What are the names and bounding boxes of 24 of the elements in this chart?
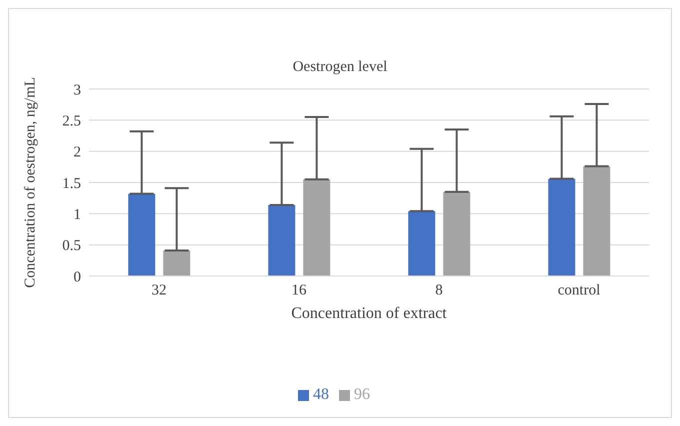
legend-label: 48 xyxy=(313,386,329,403)
bar xyxy=(548,178,576,276)
y-tick-label: 0 xyxy=(74,269,81,286)
y-tick-label: 2 xyxy=(74,144,81,161)
legend-label: 96 xyxy=(354,386,370,403)
x-tick-label: control xyxy=(558,282,600,299)
x-tick-label: 8 xyxy=(435,282,443,299)
y-axis-title: Concentration of oestrogen, ng/mL xyxy=(22,77,38,288)
bar xyxy=(443,192,470,276)
bar xyxy=(268,204,296,276)
x-tick-label: 16 xyxy=(292,282,307,299)
y-tick-label: 3 xyxy=(74,82,81,98)
x-tick-label: 32 xyxy=(152,282,166,299)
bar xyxy=(408,211,436,276)
bar xyxy=(128,194,156,276)
bar xyxy=(583,166,610,276)
chart-title: Oestrogen level xyxy=(292,59,388,76)
x-axis-title: Concentration of extract xyxy=(291,305,448,322)
y-tick-label: 1.5 xyxy=(62,176,81,192)
bar xyxy=(163,250,190,276)
bar xyxy=(303,179,330,276)
y-tick-label: 0.5 xyxy=(62,238,81,254)
y-tick-label: 1 xyxy=(74,206,81,223)
y-tick-label: 2.5 xyxy=(62,113,81,130)
